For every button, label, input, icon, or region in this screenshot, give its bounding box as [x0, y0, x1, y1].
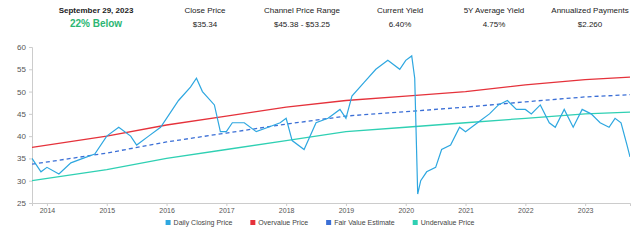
y-tick-label: 40	[17, 132, 26, 141]
series-line	[32, 77, 630, 147]
x-tick-label: 2015	[99, 207, 115, 214]
x-tick-label: 2022	[518, 207, 534, 214]
y-tick-mark	[29, 47, 32, 48]
y-tick-label: 60	[17, 43, 26, 52]
x-tick-mark	[167, 203, 168, 206]
legend-label: Undervalue Price	[421, 219, 475, 226]
y-axis: 25 30 35 40 45 50 55 60	[17, 43, 32, 208]
x-tick-mark	[47, 203, 48, 206]
x-tick: 2017	[219, 203, 235, 214]
y-tick-mark	[29, 203, 32, 204]
y-axis-line	[29, 48, 33, 204]
header-label: Current Yield	[377, 6, 423, 15]
legend-swatch	[326, 220, 331, 225]
x-tick-mark	[525, 203, 526, 206]
y-tick-label: 45	[17, 110, 26, 119]
header-value: $2.260	[578, 20, 603, 29]
y-tick: 30	[17, 177, 32, 186]
y-tick-label: 55	[17, 65, 26, 74]
legend-label: Overvalue Price	[258, 219, 308, 226]
legend-label: Daily Closing Price	[174, 219, 233, 227]
legend-item: Undervalue Price	[413, 219, 475, 226]
x-tick-mark	[346, 203, 347, 206]
header-label: Close Price	[185, 6, 226, 15]
y-tick-mark	[29, 181, 32, 182]
header-value: 22% Below	[70, 18, 122, 29]
x-tick: 2018	[279, 203, 295, 214]
x-tick: 2015	[99, 203, 115, 214]
x-tick: 2020	[398, 203, 414, 214]
legend-swatch	[413, 220, 418, 225]
y-tick-label: 35	[17, 154, 26, 163]
y-tick-label: 30	[17, 177, 26, 186]
y-tick: 25	[17, 199, 32, 208]
y-tick-mark	[29, 136, 32, 137]
header-label: 5Y Average Yield	[464, 6, 525, 15]
x-tick-mark	[226, 203, 227, 206]
x-axis: 2014 2015 2016 2017 2018 2019 2020 2021 2022 2023	[33, 203, 631, 214]
x-tick: 2016	[159, 203, 175, 214]
x-tick: 2019	[339, 203, 355, 214]
y-tick: 55	[17, 65, 32, 74]
x-tick-label: 2014	[40, 207, 56, 214]
x-tick-mark	[406, 203, 407, 206]
header: September 29, 2023 22% Below Close Price $3…	[59, 6, 629, 29]
y-tick: 45	[17, 110, 32, 119]
x-axis-line	[33, 204, 631, 207]
header-label: Annualized Payments	[551, 6, 628, 15]
x-tick-label: 2018	[279, 207, 295, 214]
header-label: September 29, 2023	[59, 6, 134, 15]
x-tick-label: 2017	[219, 207, 235, 214]
legend: Daily Closing Price Overvalue Price Fair V…	[166, 219, 475, 227]
x-tick-mark	[286, 203, 287, 206]
x-tick-mark	[107, 203, 108, 206]
y-tick-mark	[29, 114, 32, 115]
legend-item: Daily Closing Price	[166, 219, 233, 227]
x-tick-mark	[585, 203, 586, 206]
chart: September 29, 2023 22% Below Close Price $3…	[0, 0, 640, 228]
x-tick: 2014	[40, 203, 56, 214]
legend-swatch	[250, 220, 255, 225]
x-tick-label: 2020	[398, 207, 414, 214]
y-tick: 40	[17, 132, 32, 141]
x-tick-label: 2021	[458, 207, 474, 214]
header-value: 6.40%	[389, 20, 412, 29]
y-tick-label: 25	[17, 199, 26, 208]
header-value: $35.34	[193, 20, 218, 29]
y-tick: 50	[17, 88, 32, 97]
y-tick: 60	[17, 43, 32, 52]
y-tick-label: 50	[17, 88, 26, 97]
legend-swatch	[166, 220, 171, 225]
header-value: 4.75%	[483, 20, 506, 29]
header-label: Channel Price Range	[264, 6, 341, 15]
x-tick: 2021	[458, 203, 474, 214]
x-tick-label: 2023	[578, 207, 594, 214]
x-tick-mark	[466, 203, 467, 206]
series-line	[32, 112, 630, 181]
y-tick-mark	[29, 69, 32, 70]
x-tick: 2023	[578, 203, 594, 214]
legend-item: Overvalue Price	[250, 219, 308, 226]
y-tick-mark	[29, 158, 32, 159]
series-line	[32, 56, 630, 194]
legend-label: Fair Value Estimate	[334, 219, 395, 226]
plot-area	[32, 56, 630, 194]
x-tick-label: 2016	[159, 207, 175, 214]
legend-item: Fair Value Estimate	[326, 219, 395, 226]
x-tick: 2022	[518, 203, 534, 214]
x-tick-label: 2019	[339, 207, 355, 214]
y-tick-mark	[29, 92, 32, 93]
header-value: $45.38 - $53.25	[274, 20, 331, 29]
y-tick: 35	[17, 154, 32, 163]
